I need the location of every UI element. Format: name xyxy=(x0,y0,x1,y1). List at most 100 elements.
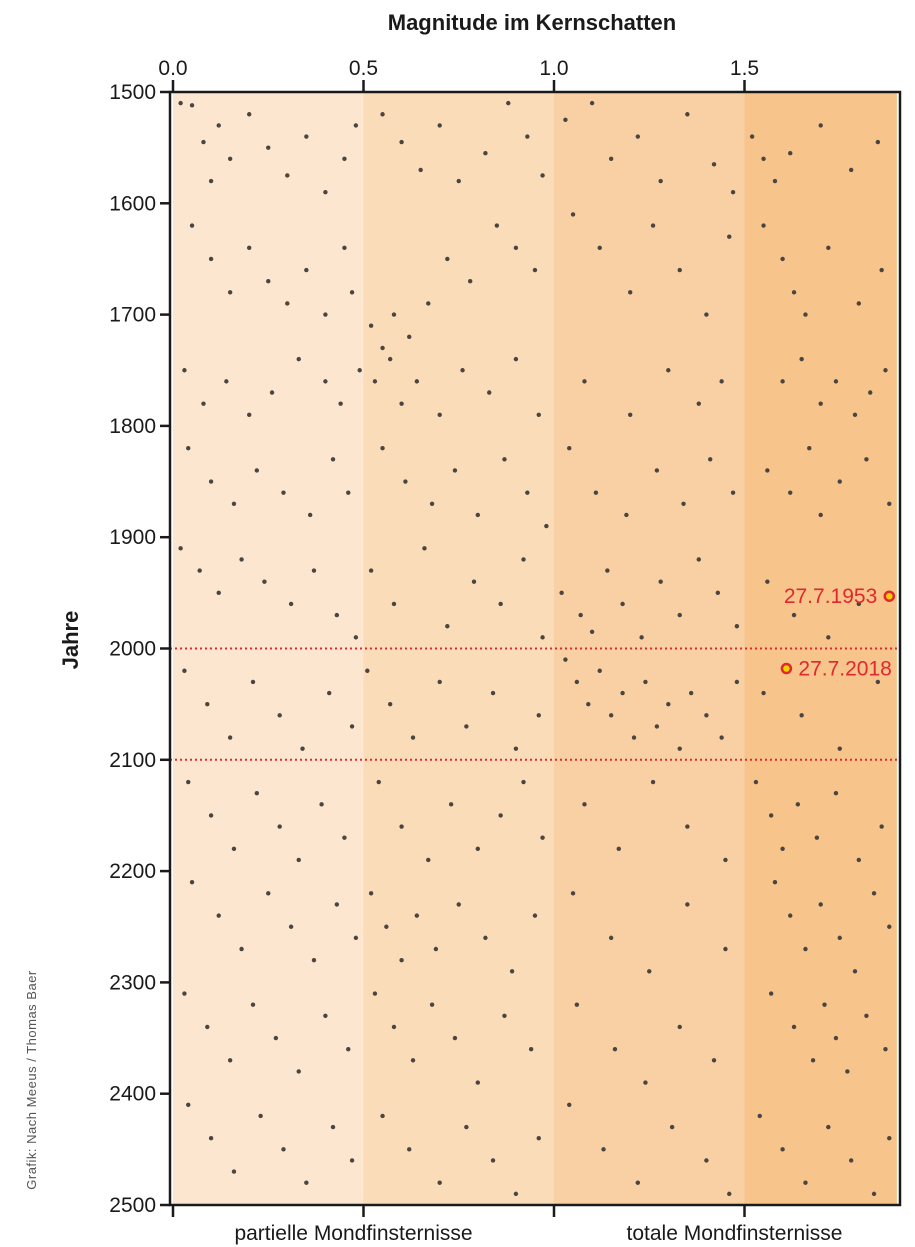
eclipse-point-0-168 xyxy=(300,746,305,751)
eclipse-point-0-238 xyxy=(414,913,420,918)
eclipse-point-0-35 xyxy=(848,167,854,173)
eclipse-point-0-125 xyxy=(788,490,793,495)
eclipse-point-0-180 xyxy=(574,679,580,685)
eclipse-point-0-105 xyxy=(281,490,286,495)
eclipse-point-0-210 xyxy=(475,846,480,852)
eclipse-point-0-45 xyxy=(342,245,347,251)
eclipse-point-0-97 xyxy=(833,379,839,384)
eclipse-point-0-246 xyxy=(647,969,652,974)
eclipse-point-0-133 xyxy=(216,590,221,596)
eclipse-point-0-44 xyxy=(323,312,328,317)
eclipse-point-0-191 xyxy=(704,713,709,718)
eclipse-point-0-65 xyxy=(780,256,785,262)
eclipse-point-0-268 xyxy=(429,1002,435,1007)
eclipse-point-0-247 xyxy=(685,902,690,907)
eclipse-point-0-26 xyxy=(658,178,663,184)
eclipse-point-0-8 xyxy=(285,173,290,178)
eclipse-point-0-290 xyxy=(281,1147,286,1152)
eclipse-point-0-112 xyxy=(452,468,458,473)
eclipse-point-0-229 xyxy=(239,946,244,952)
eclipse-point-0-129 xyxy=(864,457,869,462)
eclipse-point-0-13 xyxy=(380,112,385,117)
eclipse-point-0-226 xyxy=(879,824,884,829)
eclipse-point-0-161 xyxy=(826,635,831,640)
eclipse-point-0-297 xyxy=(464,1124,469,1130)
eclipse-point-0-218 xyxy=(723,857,728,863)
eclipse-point-0-158 xyxy=(734,624,740,629)
eclipse-point-0-88 xyxy=(536,412,541,417)
eclipse-point-0-119 xyxy=(624,512,629,518)
eclipse-point-0-83 xyxy=(414,379,420,384)
y-tick-label-6: 2100 xyxy=(109,749,156,772)
eclipse-point-0-245 xyxy=(608,935,614,941)
eclipse-point-0-120 xyxy=(654,468,660,473)
eclipse-point-0-275 xyxy=(643,1080,648,1085)
eclipse-point-0-311 xyxy=(848,1158,854,1163)
eclipse-point-0-254 xyxy=(852,969,858,974)
category-label-1: totale Mondfinsternisse xyxy=(627,1222,843,1245)
eclipse-point-0-298 xyxy=(490,1158,496,1163)
eclipse-point-0-196 xyxy=(837,746,842,751)
eclipse-point-0-308 xyxy=(780,1147,785,1152)
eclipse-point-0-167 xyxy=(277,713,282,718)
eclipse-point-0-228 xyxy=(216,913,221,918)
x-tick-label-2: 1.0 xyxy=(539,57,568,80)
x-tick-label-1: 0.5 xyxy=(349,57,378,80)
eclipse-point-0-239 xyxy=(433,946,439,952)
eclipse-point-0-276 xyxy=(677,1024,682,1030)
y-axis-label: Jahre xyxy=(58,611,83,670)
eclipse-point-0-46 xyxy=(349,290,355,295)
eclipse-point-0-22 xyxy=(563,117,568,123)
eclipse-point-0-302 xyxy=(601,1147,606,1152)
eclipse-point-0-223 xyxy=(814,835,820,840)
eclipse-point-0-94 xyxy=(780,379,785,384)
eclipse-point-0-123 xyxy=(730,490,736,495)
eclipse-point-0-122 xyxy=(708,457,713,462)
eclipse-point-0-138 xyxy=(334,612,340,618)
eclipse-point-0-69 xyxy=(856,301,861,306)
x-tick-label-0: 0.0 xyxy=(158,57,187,80)
eclipse-point-0-234 xyxy=(353,935,359,941)
eclipse-point-0-16 xyxy=(437,123,442,128)
eclipse-point-0-173 xyxy=(410,735,416,740)
eclipse-point-0-146 xyxy=(521,557,526,562)
eclipse-point-0-3 xyxy=(201,139,206,145)
eclipse-point-0-156 xyxy=(696,557,701,562)
category-labels: partielle Mondfinsternisse totale Mondfin… xyxy=(234,1222,842,1245)
eclipse-point-0-251 xyxy=(803,946,808,952)
eclipse-point-0-213 xyxy=(540,835,545,840)
eclipse-point-0-52 xyxy=(445,256,450,262)
eclipse-point-0-79 xyxy=(357,368,362,373)
eclipse-point-0-73 xyxy=(224,379,229,384)
eclipse-point-0-307 xyxy=(757,1113,762,1119)
eclipse-point-0-186 xyxy=(643,679,648,685)
eclipse-point-0-7 xyxy=(266,145,271,150)
eclipse-point-0-233 xyxy=(334,902,340,907)
eclipse-point-0-91 xyxy=(666,368,671,373)
eclipse-point-0-187 xyxy=(654,724,660,729)
eclipse-point-0-227 xyxy=(189,880,195,885)
eclipse-point-0-272 xyxy=(528,1046,534,1052)
eclipse-point-0-11 xyxy=(342,156,347,161)
eclipse-point-0-10 xyxy=(323,189,328,195)
eclipse-point-0-151 xyxy=(605,568,610,573)
eclipse-point-0-76 xyxy=(296,356,301,362)
eclipse-point-0-258 xyxy=(205,1024,210,1030)
eclipse-point-0-47 xyxy=(368,323,374,328)
eclipse-point-0-230 xyxy=(266,891,271,896)
eclipse-point-0-42 xyxy=(285,301,290,306)
eclipse-point-0-15 xyxy=(418,167,423,173)
eclipse-point-0-253 xyxy=(837,935,842,941)
eclipse-point-0-107 xyxy=(330,457,336,462)
eclipse-point-0-203 xyxy=(296,857,301,863)
eclipse-point-0-24 xyxy=(608,156,614,161)
eclipse-point-0-166 xyxy=(250,679,256,685)
eclipse-point-0-58 xyxy=(597,245,602,251)
eclipse-point-0-177 xyxy=(513,746,519,751)
eclipse-point-0-135 xyxy=(262,579,267,584)
eclipse-point-0-86 xyxy=(487,390,492,395)
eclipse-point-0-36 xyxy=(875,139,881,145)
eclipse-point-0-283 xyxy=(845,1069,850,1074)
eclipse-point-0-274 xyxy=(612,1046,618,1052)
eclipse-point-0-281 xyxy=(822,1002,827,1007)
